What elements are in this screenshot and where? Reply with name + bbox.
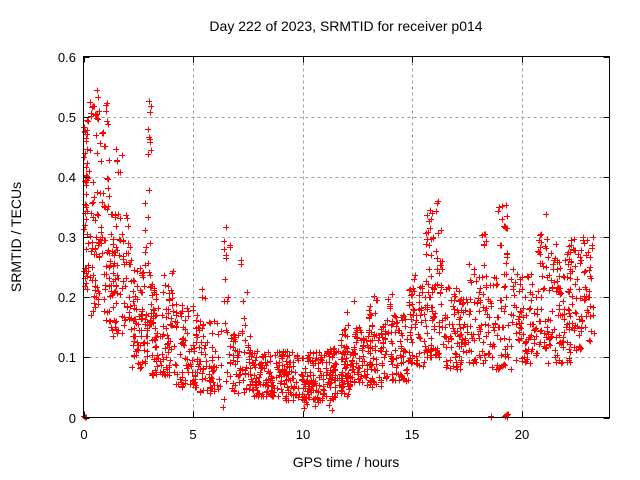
x-axis-label: GPS time / hours — [293, 454, 400, 470]
y-tick-label: 0.6 — [58, 50, 76, 65]
x-tick-label: 5 — [189, 427, 196, 442]
axis-ticks — [83, 56, 610, 419]
x-tick-label: 15 — [405, 427, 419, 442]
x-tick-label: 20 — [515, 427, 529, 442]
y-tick-label: 0.4 — [58, 170, 76, 185]
y-tick-label: 0 — [69, 411, 76, 426]
y-tick-label: 0.1 — [58, 350, 76, 365]
y-tick-labels: 0 0.1 0.2 0.3 0.4 0.5 0.6 — [58, 50, 76, 426]
y-tick-label: 0.2 — [58, 290, 76, 305]
x-tick-label: 0 — [80, 427, 87, 442]
x-tick-label: 10 — [296, 427, 310, 442]
x-tick-labels: 0 5 10 15 20 — [80, 427, 529, 442]
y-tick-label: 0.5 — [58, 110, 76, 125]
scatter-points — [81, 87, 597, 421]
y-axis-label: SRMTID / TECUs — [8, 182, 24, 292]
y-tick-label: 0.3 — [58, 230, 76, 245]
chart-title: Day 222 of 2023, SRMTID for receiver p01… — [209, 18, 482, 34]
grid-lines — [83, 56, 610, 418]
